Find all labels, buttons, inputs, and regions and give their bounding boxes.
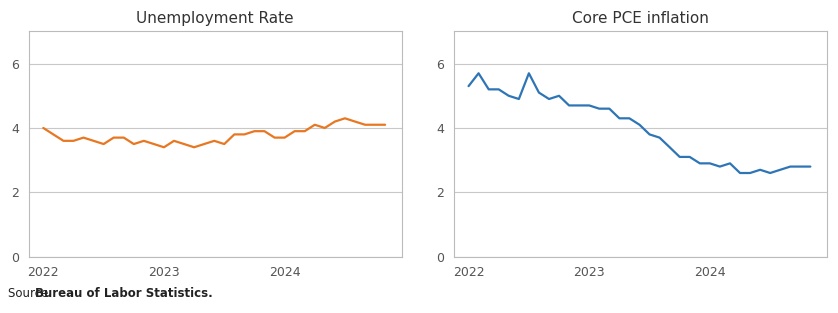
Title: Unemployment Rate: Unemployment Rate xyxy=(137,11,294,26)
Text: Source:: Source: xyxy=(8,287,56,300)
Title: Core PCE inflation: Core PCE inflation xyxy=(572,11,709,26)
Text: Bureau of Labor Statistics.: Bureau of Labor Statistics. xyxy=(35,287,213,300)
